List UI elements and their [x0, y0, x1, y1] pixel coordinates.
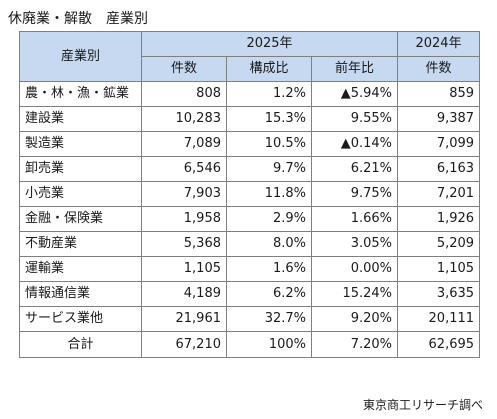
- row-industry: 農・林・漁・鉱業: [19, 81, 142, 107]
- row-count-2025: 21,961: [141, 306, 227, 332]
- row-count-2024: 7,099: [397, 131, 481, 157]
- row-share: 1.6%: [226, 256, 312, 282]
- row-yoy: ▲5.94%: [310, 81, 399, 107]
- table-header: 産業別 2025年 2024年 件数 構成比 前年比 件数: [19, 31, 481, 82]
- row-count-2025: 10,283: [141, 106, 227, 132]
- table-title: 休廃業・解散 産業別: [8, 11, 148, 27]
- row-yoy: 9.55%: [310, 106, 399, 132]
- total-count-2025: 67,210: [141, 331, 227, 358]
- source-note: 東京商工リサーチ調べ: [362, 398, 483, 412]
- row-yoy: 15.24%: [310, 281, 399, 307]
- row-count-2024: 7,201: [397, 181, 481, 207]
- row-count-2024: 20,111: [397, 306, 481, 332]
- table-body: 農・林・漁・鉱業 808 1.2% ▲5.94% 859 建設業 10,283 15.3% 9.…: [19, 81, 481, 332]
- total-row: 合計 67,210 100% 7.20% 62,695: [19, 331, 481, 358]
- row-count-2025: 808: [141, 81, 227, 107]
- table-row: 建設業 10,283 15.3% 9.55% 9,387: [19, 106, 481, 132]
- row-share: 15.3%: [226, 106, 312, 132]
- table-footer: 合計 67,210 100% 7.20% 62,695: [19, 331, 481, 358]
- total-count-2024: 62,695: [397, 331, 481, 358]
- industry-closures-table: 産業別 2025年 2024年 件数 構成比 前年比 件数 農・林・漁・鉱業 80…: [19, 31, 481, 358]
- row-count-2024: 3,635: [397, 281, 481, 307]
- table-row: 運輸業 1,105 1.6% 0.00% 1,105: [19, 256, 481, 282]
- table-row: 情報通信業 4,189 6.2% 15.24% 3,635: [19, 281, 481, 307]
- row-yoy: 6.21%: [310, 156, 399, 182]
- row-industry: 金融・保険業: [19, 206, 142, 232]
- row-yoy: 0.00%: [310, 256, 399, 282]
- row-share: 2.9%: [226, 206, 312, 232]
- row-count-2024: 6,163: [397, 156, 481, 182]
- header-industry: 産業別: [19, 31, 142, 82]
- row-industry: 不動産業: [19, 231, 142, 257]
- total-share: 100%: [226, 331, 312, 358]
- row-count-2025: 1,958: [141, 206, 227, 232]
- row-industry: 運輸業: [19, 256, 142, 282]
- header-yoy: 前年比: [310, 56, 399, 82]
- row-yoy: ▲0.14%: [310, 131, 399, 157]
- row-share: 32.7%: [226, 306, 312, 332]
- row-industry: 製造業: [19, 131, 142, 157]
- row-yoy: 9.20%: [310, 306, 399, 332]
- header-year-2024: 2024年: [397, 31, 481, 57]
- table-row: 農・林・漁・鉱業 808 1.2% ▲5.94% 859: [19, 81, 481, 107]
- row-industry: 建設業: [19, 106, 142, 132]
- row-share: 10.5%: [226, 131, 312, 157]
- row-count-2025: 1,105: [141, 256, 227, 282]
- table-row: 製造業 7,089 10.5% ▲0.14% 7,099: [19, 131, 481, 157]
- row-count-2024: 1,105: [397, 256, 481, 282]
- row-industry: 卸売業: [19, 156, 142, 182]
- row-industry: 情報通信業: [19, 281, 142, 307]
- row-share: 9.7%: [226, 156, 312, 182]
- total-yoy: 7.20%: [310, 331, 399, 358]
- row-count-2025: 6,546: [141, 156, 227, 182]
- row-yoy: 9.75%: [310, 181, 399, 207]
- header-year-2025: 2025年: [140, 31, 399, 57]
- row-share: 6.2%: [226, 281, 312, 307]
- row-share: 11.8%: [226, 181, 312, 207]
- row-count-2025: 7,089: [141, 131, 227, 157]
- row-industry: サービス業他: [19, 306, 142, 332]
- row-count-2024: 5,209: [397, 231, 481, 257]
- table-row: 小売業 7,903 11.8% 9.75% 7,201: [19, 181, 481, 207]
- header-count-2024: 件数: [397, 56, 481, 82]
- total-label: 合計: [19, 331, 142, 358]
- row-count-2024: 9,387: [397, 106, 481, 132]
- row-count-2025: 4,189: [141, 281, 227, 307]
- table-row: 卸売業 6,546 9.7% 6.21% 6,163: [19, 156, 481, 182]
- row-share: 8.0%: [226, 231, 312, 257]
- row-count-2024: 1,926: [397, 206, 481, 232]
- row-count-2025: 5,368: [141, 231, 227, 257]
- row-industry: 小売業: [19, 181, 142, 207]
- row-yoy: 3.05%: [310, 231, 399, 257]
- row-share: 1.2%: [226, 81, 312, 107]
- row-yoy: 1.66%: [310, 206, 399, 232]
- table-row: サービス業他 21,961 32.7% 9.20% 20,111: [19, 306, 481, 332]
- row-count-2025: 7,903: [141, 181, 227, 207]
- table-row: 不動産業 5,368 8.0% 3.05% 5,209: [19, 231, 481, 257]
- table-row: 金融・保険業 1,958 2.9% 1.66% 1,926: [19, 206, 481, 232]
- row-count-2024: 859: [397, 81, 481, 107]
- header-count-2025: 件数: [141, 56, 227, 82]
- header-share: 構成比: [226, 56, 312, 82]
